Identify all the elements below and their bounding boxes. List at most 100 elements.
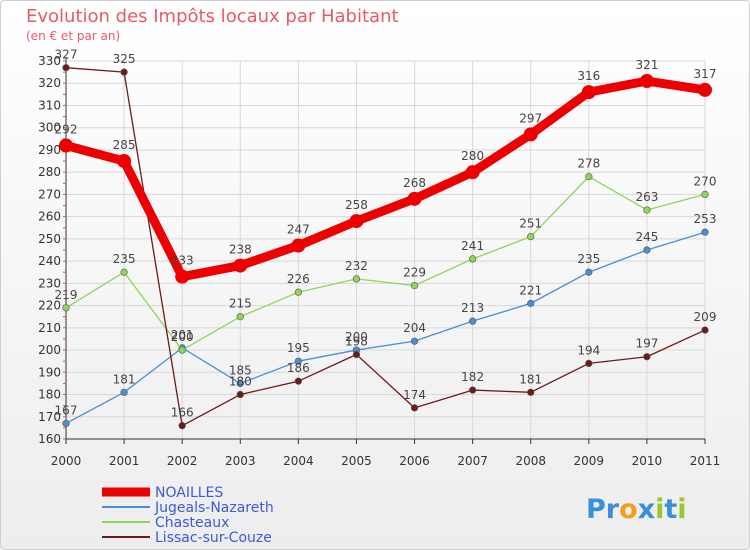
legend-label-noailles: NOAILLES	[155, 485, 223, 501]
data-point-noailles	[291, 238, 306, 253]
data-label: 167	[55, 403, 78, 417]
data-label: 235	[577, 252, 600, 266]
data-point-noailles	[175, 269, 190, 284]
data-point-noailles	[639, 74, 654, 89]
data-point-noailles	[523, 127, 538, 142]
data-point-noailles	[581, 85, 596, 100]
x-tick-label: 2000	[51, 454, 82, 468]
legend: NOAILLESJugeals-NazarethChasteauxLissac-…	[102, 485, 274, 546]
data-label: 219	[55, 288, 78, 302]
x-tick-label: 2010	[632, 454, 663, 468]
data-label: 263	[635, 190, 658, 204]
data-point-chasteaux	[643, 206, 651, 214]
legend-label-lissac-sur-couze: Lissac-sur-Couze	[155, 530, 272, 546]
data-point-chasteaux	[236, 313, 244, 321]
y-tick-label: 220	[38, 299, 61, 313]
y-tick-label: 180	[38, 388, 61, 402]
data-label: 247	[287, 223, 310, 237]
data-label: 278	[577, 157, 600, 171]
y-tick-label: 330	[38, 54, 61, 68]
data-point-lissac-sur-couze	[410, 404, 419, 412]
series-line-jugeals-nazareth	[65, 231, 706, 425]
y-tick-label: 320	[38, 76, 61, 90]
data-label: 181	[519, 372, 542, 386]
data-label: 268	[403, 176, 426, 190]
logo-letter: i	[677, 494, 686, 525]
y-tick-label: 280	[38, 165, 61, 179]
data-point-jugeals-nazareth	[294, 357, 302, 365]
data-label: 317	[694, 67, 717, 81]
data-label: 316	[577, 69, 600, 83]
data-point-chasteaux	[701, 190, 709, 199]
series-line-noailles	[61, 76, 710, 282]
data-point-lissac-sur-couze	[120, 68, 128, 76]
y-tick-label: 300	[38, 121, 61, 135]
data-label: 321	[635, 58, 658, 72]
data-point-chasteaux	[352, 275, 361, 283]
series	[59, 64, 712, 430]
data-point-noailles	[698, 82, 712, 97]
data-label: 166	[171, 406, 194, 420]
data-point-chasteaux	[62, 304, 70, 312]
logo-letter: r	[606, 494, 620, 525]
data-label: 235	[113, 252, 136, 266]
data-point-noailles	[233, 258, 248, 273]
data-point-jugeals-nazareth	[585, 268, 593, 276]
data-point-chasteaux	[527, 233, 535, 241]
data-label: 180	[229, 375, 252, 389]
data-point-noailles	[117, 154, 132, 169]
data-label: 213	[461, 301, 484, 315]
data-label: 201	[171, 328, 194, 342]
data-point-chasteaux	[585, 173, 593, 181]
logo-letter: o	[619, 494, 638, 525]
data-point-jugeals-nazareth	[527, 299, 535, 307]
data-label: 200	[345, 330, 368, 344]
data-point-lissac-sur-couze	[352, 350, 361, 359]
x-tick-label: 2002	[167, 454, 198, 468]
data-label: 186	[287, 361, 310, 375]
data-label: 209	[694, 310, 717, 324]
data-point-chasteaux	[294, 288, 302, 296]
data-point-lissac-sur-couze	[236, 390, 244, 399]
data-label: 174	[403, 388, 426, 402]
chart-subtitle: (en € et par an)	[26, 29, 120, 43]
y-tick-label: 250	[38, 232, 61, 246]
data-labels: 167 181 201 185 195 200 204 213 221 235 245 253 219 2…	[55, 48, 717, 420]
data-point-jugeals-nazareth	[410, 337, 419, 345]
chart-title: Evolution des Impôts locaux par Habitant	[26, 6, 399, 27]
data-label: 204	[403, 321, 426, 335]
axes: 160 170 180 190 200 210 220 230 240 250 260 270 280 2…	[38, 54, 720, 468]
data-label: 182	[461, 370, 484, 384]
data-label: 258	[345, 198, 368, 212]
x-tick-label: 2008	[515, 454, 546, 468]
data-label: 194	[577, 343, 600, 357]
x-tick-label: 2009	[574, 454, 605, 468]
data-point-jugeals-nazareth	[643, 246, 651, 254]
data-point-noailles	[349, 214, 364, 229]
data-label: 185	[229, 363, 252, 377]
data-label: 292	[55, 122, 78, 136]
data-label: 327	[55, 48, 78, 62]
data-point-chasteaux	[469, 255, 477, 263]
data-point-chasteaux	[410, 281, 419, 290]
data-label: 197	[635, 337, 658, 351]
x-tick-label: 2011	[690, 454, 721, 468]
y-tick-label: 190	[38, 365, 61, 379]
data-point-lissac-sur-couze	[178, 422, 186, 430]
data-label: 325	[113, 52, 136, 66]
x-tick-label: 2001	[109, 454, 140, 468]
logo-letter: x	[638, 494, 655, 525]
x-tick-label: 2006	[399, 454, 430, 468]
data-label: 285	[113, 138, 136, 152]
data-point-jugeals-nazareth	[120, 388, 128, 396]
proxiti-logo: Proxiti	[586, 494, 687, 525]
logo-letter: t	[664, 494, 677, 525]
data-point-lissac-sur-couze	[701, 326, 709, 334]
data-point-lissac-sur-couze	[585, 359, 593, 368]
y-tick-label: 210	[38, 321, 61, 335]
data-label: 238	[229, 243, 252, 257]
data-label: 195	[287, 341, 310, 355]
legend-label-jugeals-nazareth: Jugeals-Nazareth	[154, 500, 274, 516]
data-label: 226	[287, 272, 310, 286]
